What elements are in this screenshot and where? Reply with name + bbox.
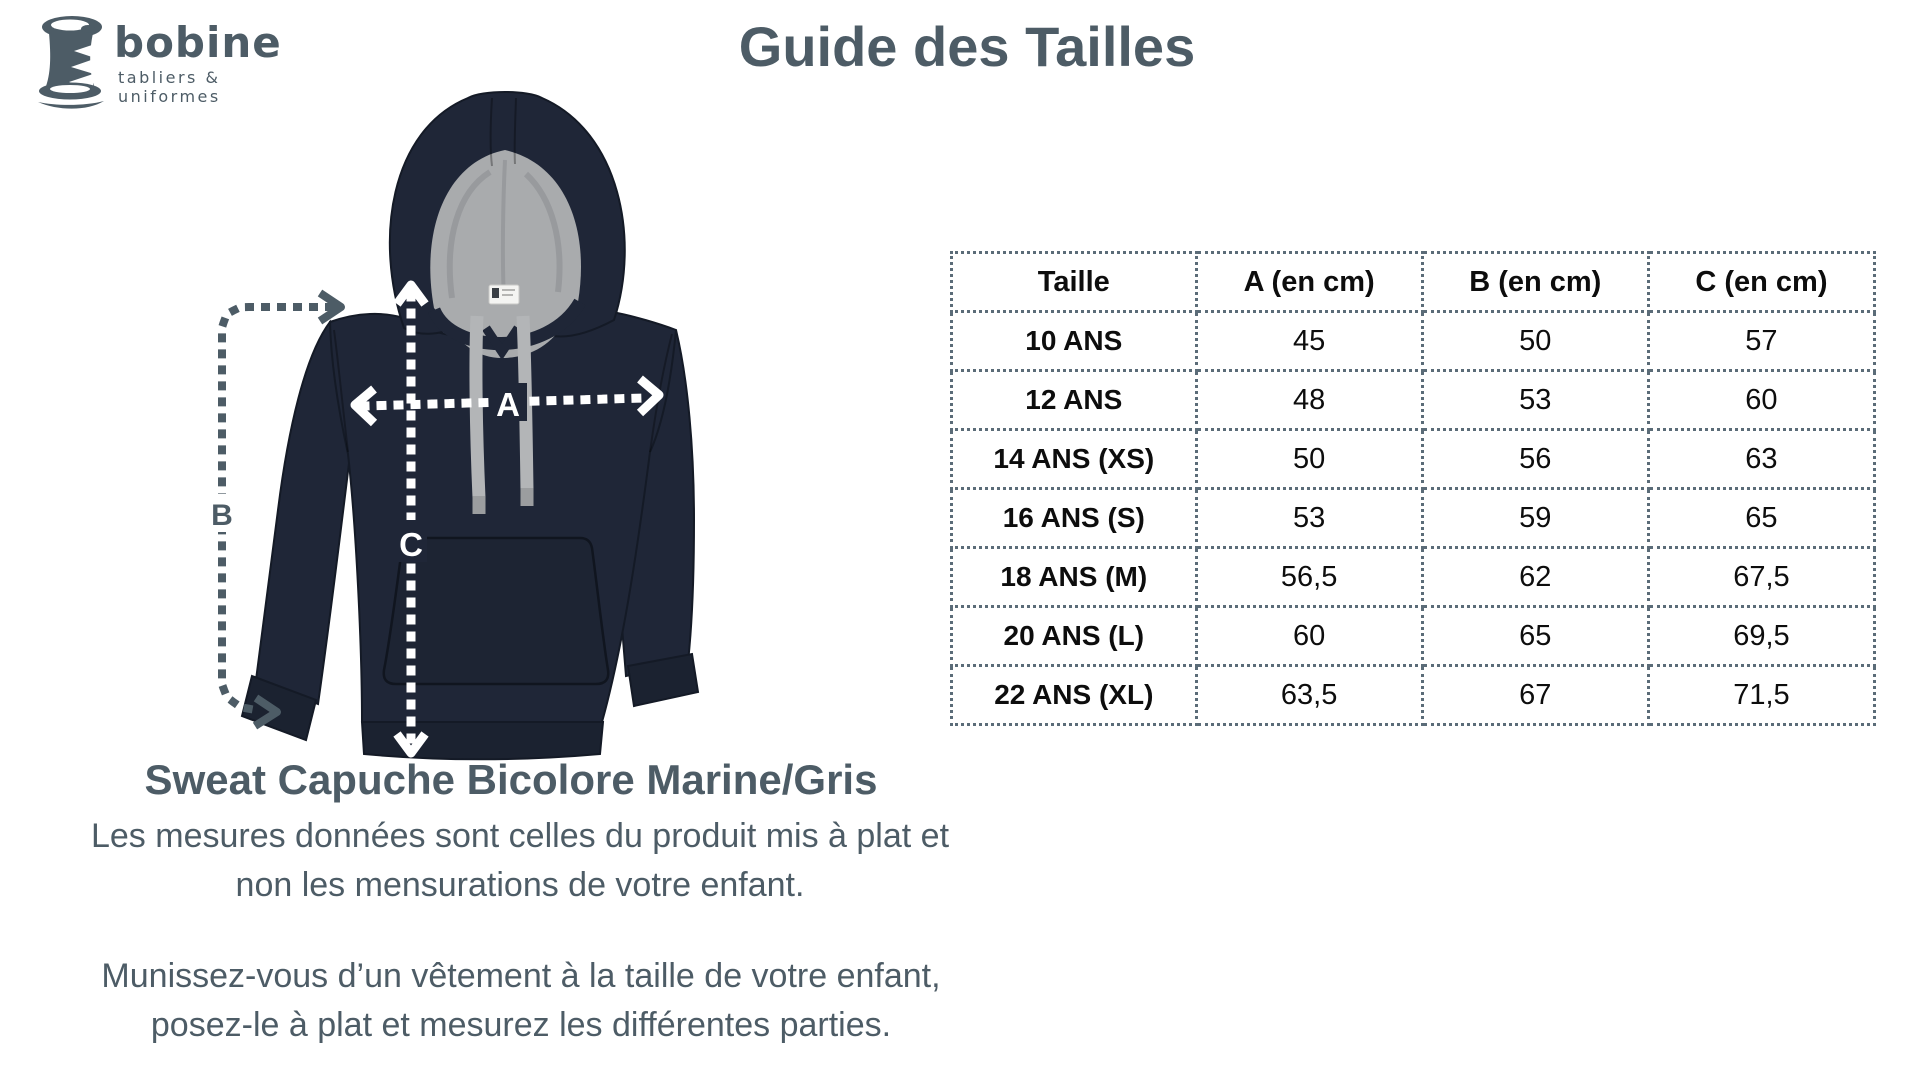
hoodie-neckband <box>427 298 586 350</box>
size-name: 10 ANS <box>950 310 1198 372</box>
measure-b-arrow-bottom <box>252 694 281 730</box>
size-name: 22 ANS (XL) <box>950 664 1198 726</box>
value-a: 53 <box>1194 487 1424 549</box>
col-header-a: A (en cm) <box>1194 251 1424 313</box>
hoodie-left-cuff <box>240 674 318 742</box>
value-b: 62 <box>1420 546 1650 608</box>
col-header-c: C (en cm) <box>1646 251 1877 313</box>
value-a: 50 <box>1194 428 1424 490</box>
measure-a-line: A <box>350 375 664 427</box>
table-row: 22 ANS (XL) 63,5 67 71,5 <box>950 664 1877 726</box>
table-row: 12 ANS 48 53 60 <box>950 369 1877 431</box>
measure-note-line2: non les mensurations de votre enfant. <box>235 866 805 904</box>
value-c: 63 <box>1646 428 1877 490</box>
value-b: 56 <box>1420 428 1650 490</box>
measure-b-arrow-top <box>317 289 345 325</box>
value-b: 65 <box>1420 605 1650 667</box>
brand-name: bobine <box>114 18 282 67</box>
measure-a-label: A <box>496 386 520 423</box>
value-c: 67,5 <box>1646 546 1877 608</box>
table-header-row: Taille A (en cm) B (en cm) C (en cm) <box>950 251 1877 313</box>
col-header-taille: Taille <box>950 251 1198 313</box>
value-b: 53 <box>1420 369 1650 431</box>
table-row: 16 ANS (S) 53 59 65 <box>950 487 1877 549</box>
size-name: 18 ANS (M) <box>950 546 1198 608</box>
size-name: 16 ANS (S) <box>950 487 1198 549</box>
hood-seams <box>333 97 673 453</box>
value-a: 45 <box>1194 310 1424 372</box>
value-b: 67 <box>1420 664 1650 726</box>
size-name: 14 ANS (XS) <box>950 428 1198 490</box>
measure-c-label: C <box>399 526 423 563</box>
value-c: 60 <box>1646 369 1877 431</box>
neck-tag <box>488 284 520 305</box>
hoodie-right-cuff <box>626 652 700 708</box>
table-row: 14 ANS (XS) 50 56 63 <box>950 428 1877 490</box>
hoodie-neck-v <box>482 325 522 361</box>
measure-note: Les mesures données sont celles du produ… <box>91 812 949 910</box>
value-c: 65 <box>1646 487 1877 549</box>
measure-b-label: B <box>211 499 233 532</box>
brand-tagline: tabliers & uniformes <box>118 68 221 106</box>
value-b: 50 <box>1420 310 1650 372</box>
value-a: 56,5 <box>1194 546 1424 608</box>
value-a: 48 <box>1194 369 1424 431</box>
instruction-note-line1: Munissez-vous d’un vêtement à la taille … <box>101 957 941 995</box>
table-row: 18 ANS (M) 56,5 62 67,5 <box>950 546 1877 608</box>
instruction-note-line2: posez-le à plat et mesurez les différent… <box>150 1006 892 1044</box>
measure-note-line1: Les mesures données sont celles du produ… <box>90 817 950 855</box>
product-title: Sweat Capuche Bicolore Marine/Gris <box>144 756 878 803</box>
table-row: 10 ANS 45 50 57 <box>950 310 1877 372</box>
size-table-container: Taille A (en cm) B (en cm) C (en cm) 10 … <box>950 251 1877 726</box>
measure-c-line: C <box>393 280 429 758</box>
measure-c-arrow-up <box>393 280 429 307</box>
value-c: 57 <box>1646 310 1877 372</box>
instruction-note: Munissez-vous d’un vêtement à la taille … <box>101 952 940 1050</box>
value-a: 63,5 <box>1194 664 1424 726</box>
size-table: Taille A (en cm) B (en cm) C (en cm) 10 … <box>950 251 1877 726</box>
measure-a-arrow-left <box>350 385 378 427</box>
measure-a-arrow-right <box>636 375 664 417</box>
measure-b-line: B <box>208 289 345 730</box>
value-b: 59 <box>1420 487 1650 549</box>
value-a: 60 <box>1194 605 1424 667</box>
brand-logo: bobine tabliers & uniformes <box>36 10 296 109</box>
value-c: 71,5 <box>1646 664 1877 726</box>
page-title: Guide des Tailles <box>738 15 1196 78</box>
size-name: 12 ANS <box>950 369 1198 431</box>
hoodie-hem <box>360 721 605 761</box>
col-header-b: B (en cm) <box>1420 251 1650 313</box>
thread-spool-icon <box>38 16 104 109</box>
measure-c-arrow-down <box>393 731 429 758</box>
size-name: 20 ANS (L) <box>950 605 1198 667</box>
value-c: 69,5 <box>1646 605 1877 667</box>
table-row: 20 ANS (L) 60 65 69,5 <box>950 605 1877 667</box>
